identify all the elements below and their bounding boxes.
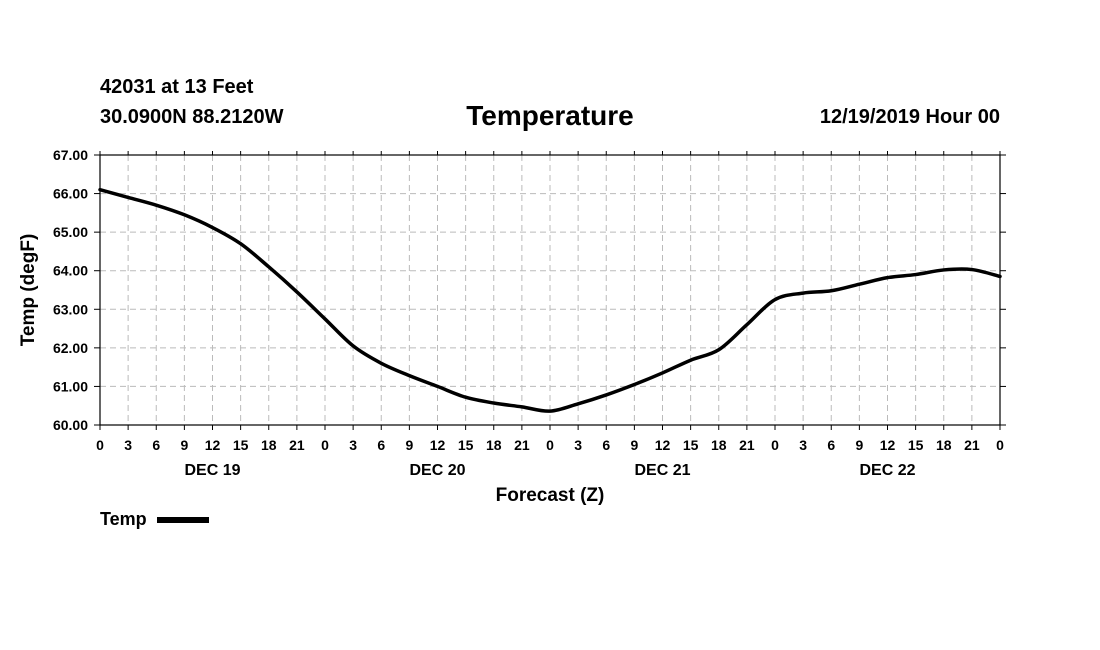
x-tick-label: 6 [152,437,160,453]
data-point [999,275,1001,278]
data-point [774,298,776,301]
x-tick-label: 21 [289,437,305,453]
x-tick-label: 9 [630,437,638,453]
data-point [408,374,411,377]
data-point [267,266,270,268]
x-tick-label: 3 [799,437,807,453]
data-point [661,372,664,374]
x-tick-label: 3 [124,437,132,453]
data-point [211,226,214,229]
data-point [549,410,551,412]
y-tick-label: 60.00 [53,417,88,433]
x-tick-label: 18 [711,437,727,453]
data-point [183,213,186,216]
x-tick-label: 18 [936,437,952,453]
x-tick-label: 9 [180,437,188,453]
x-tick-label: 3 [574,437,582,453]
data-point [577,402,579,405]
x-tick-label: 18 [261,437,277,453]
y-tick-label: 61.00 [53,378,88,394]
data-point [633,383,636,386]
data-point [605,394,608,396]
data-point [492,402,495,404]
data-point [717,348,720,351]
x-day-label: DEC 22 [859,462,915,479]
x-tick-label: 21 [739,437,755,453]
x-tick-label: 12 [880,437,896,453]
data-point [155,204,158,206]
x-tick-label: 15 [233,437,249,453]
data-point [464,396,467,399]
data-point [99,188,101,191]
data-point [436,385,439,388]
x-tick-label: 15 [683,437,699,453]
y-tick-label: 66.00 [53,186,88,202]
data-point [521,406,523,408]
chart-title: Temperature [466,100,634,131]
x-axis-title: Forecast (Z) [496,485,605,506]
x-tick-label: 12 [430,437,446,453]
data-point [689,359,692,362]
x-tick-label: 0 [771,437,779,453]
data-point [802,292,804,294]
x-tick-label: 9 [405,437,413,453]
x-tick-label: 6 [602,437,610,453]
data-point [352,345,354,347]
x-tick-label: 18 [486,437,502,453]
x-tick-label: 0 [996,437,1004,453]
x-tick-label: 12 [655,437,671,453]
data-point [380,362,383,365]
data-point [746,323,748,326]
x-tick-label: 15 [458,437,474,453]
y-tick-label: 62.00 [53,340,88,356]
data-point [324,318,326,320]
x-tick-label: 21 [964,437,980,453]
x-tick-label: 0 [546,437,554,453]
x-tick-label: 0 [321,437,329,453]
data-point [239,242,242,245]
data-point [886,276,889,279]
x-tick-label: 6 [377,437,385,453]
data-point [296,291,298,293]
legend: Temp [100,509,209,530]
data-point [971,268,973,271]
x-tick-label: 12 [205,437,221,453]
forecast-datetime: 12/19/2019 Hour 00 [819,106,1000,128]
data-point [127,196,129,199]
x-tick-label: 15 [908,437,924,453]
x-tick-label: 3 [349,437,357,453]
data-point [942,269,945,271]
data-point [914,273,917,276]
data-point [830,289,833,292]
y-tick-label: 67.00 [53,147,88,163]
station-label: 42031 at 13 Feet [100,76,254,98]
x-tick-label: 6 [827,437,835,453]
x-day-label: DEC 19 [184,462,240,479]
x-tick-label: 21 [514,437,530,453]
legend-label: Temp [100,509,147,529]
x-tick-label: 9 [855,437,863,453]
legend-swatch [156,516,209,523]
x-tick-label: 0 [96,437,104,453]
y-tick-label: 63.00 [53,301,88,317]
y-tick-label: 64.00 [53,263,88,279]
x-day-label: DEC 20 [409,462,465,479]
y-axis-title: Temp (degF) [18,234,39,347]
coordinates-label: 30.0900N 88.2120W [100,106,284,128]
x-day-label: DEC 21 [634,462,690,479]
data-point [858,283,861,286]
y-tick-label: 65.00 [53,224,88,240]
